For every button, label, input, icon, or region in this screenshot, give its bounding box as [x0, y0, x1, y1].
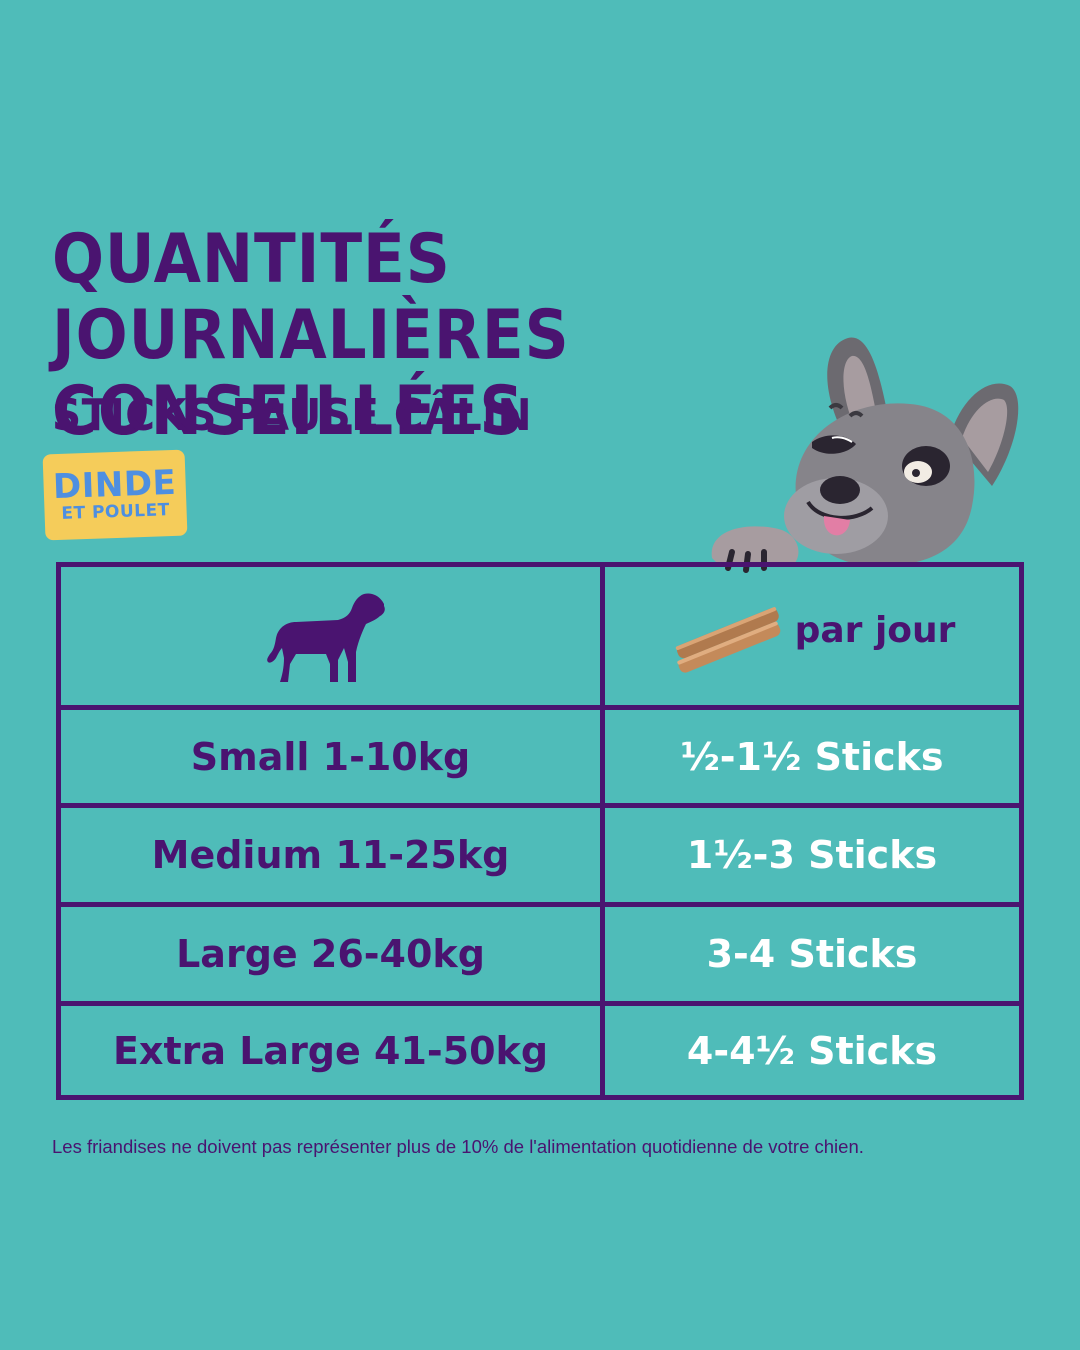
quantity-label: 3-4 Sticks: [706, 932, 918, 976]
size-header-cell: [61, 567, 605, 705]
table-row: Extra Large 41-50kg 4-4½ Sticks: [61, 1006, 1019, 1095]
flavor-main-label: DINDE: [52, 462, 177, 508]
table-header-row: par jour: [61, 567, 1019, 710]
title-line-2: CONSEILLÉES: [52, 372, 525, 451]
quantity-label: 1½-3 Sticks: [686, 833, 938, 877]
quantity-label: ½-1½ Sticks: [680, 734, 944, 779]
bulldog-mascot-icon: [711, 337, 1019, 573]
size-cell: Large 26-40kg: [61, 907, 605, 1001]
quantity-label: 4-4½ Sticks: [686, 1028, 938, 1073]
per-day-label: par jour: [794, 609, 956, 651]
per-day-header-cell: par jour: [605, 567, 1019, 705]
size-cell: Medium 11-25kg: [61, 808, 605, 902]
page-title: QUANTITÉS JOURNALIÈRES CONSEILLÉES: [52, 222, 977, 450]
size-cell: Extra Large 41-50kg: [61, 1006, 605, 1095]
size-label: Large 26-40kg: [176, 932, 485, 976]
table-row: Large 26-40kg 3-4 Sticks: [61, 907, 1019, 1006]
size-label: Extra Large 41-50kg: [112, 1028, 549, 1073]
table-row: Medium 11-25kg 1½-3 Sticks: [61, 808, 1019, 907]
quantity-cell: 1½-3 Sticks: [605, 808, 1019, 902]
quantity-cell: ½-1½ Sticks: [605, 710, 1019, 803]
flavor-sub-label: ET POULET: [61, 500, 171, 524]
size-label: Small 1-10kg: [190, 734, 471, 779]
footnote: Les friandises ne doivent pas représente…: [52, 1136, 864, 1157]
size-cell: Small 1-10kg: [61, 710, 605, 803]
table-row: Small 1-10kg ½-1½ Sticks: [61, 710, 1019, 808]
treat-sticks-icon: [675, 607, 780, 673]
quantity-cell: 4-4½ Sticks: [605, 1006, 1019, 1095]
title-line-1: QUANTITÉS JOURNALIÈRES: [52, 220, 570, 375]
size-label: Medium 11-25kg: [151, 833, 510, 877]
dosage-table: par jour Small 1-10kg ½-1½ Sticks Medium…: [56, 562, 1024, 1100]
product-subtitle: STICKS PAUSE CÂLIN: [52, 390, 533, 441]
dog-silhouette-icon: [266, 593, 385, 682]
flavor-badge: DINDE ET POULET: [42, 449, 188, 541]
quantity-cell: 3-4 Sticks: [605, 907, 1019, 1001]
